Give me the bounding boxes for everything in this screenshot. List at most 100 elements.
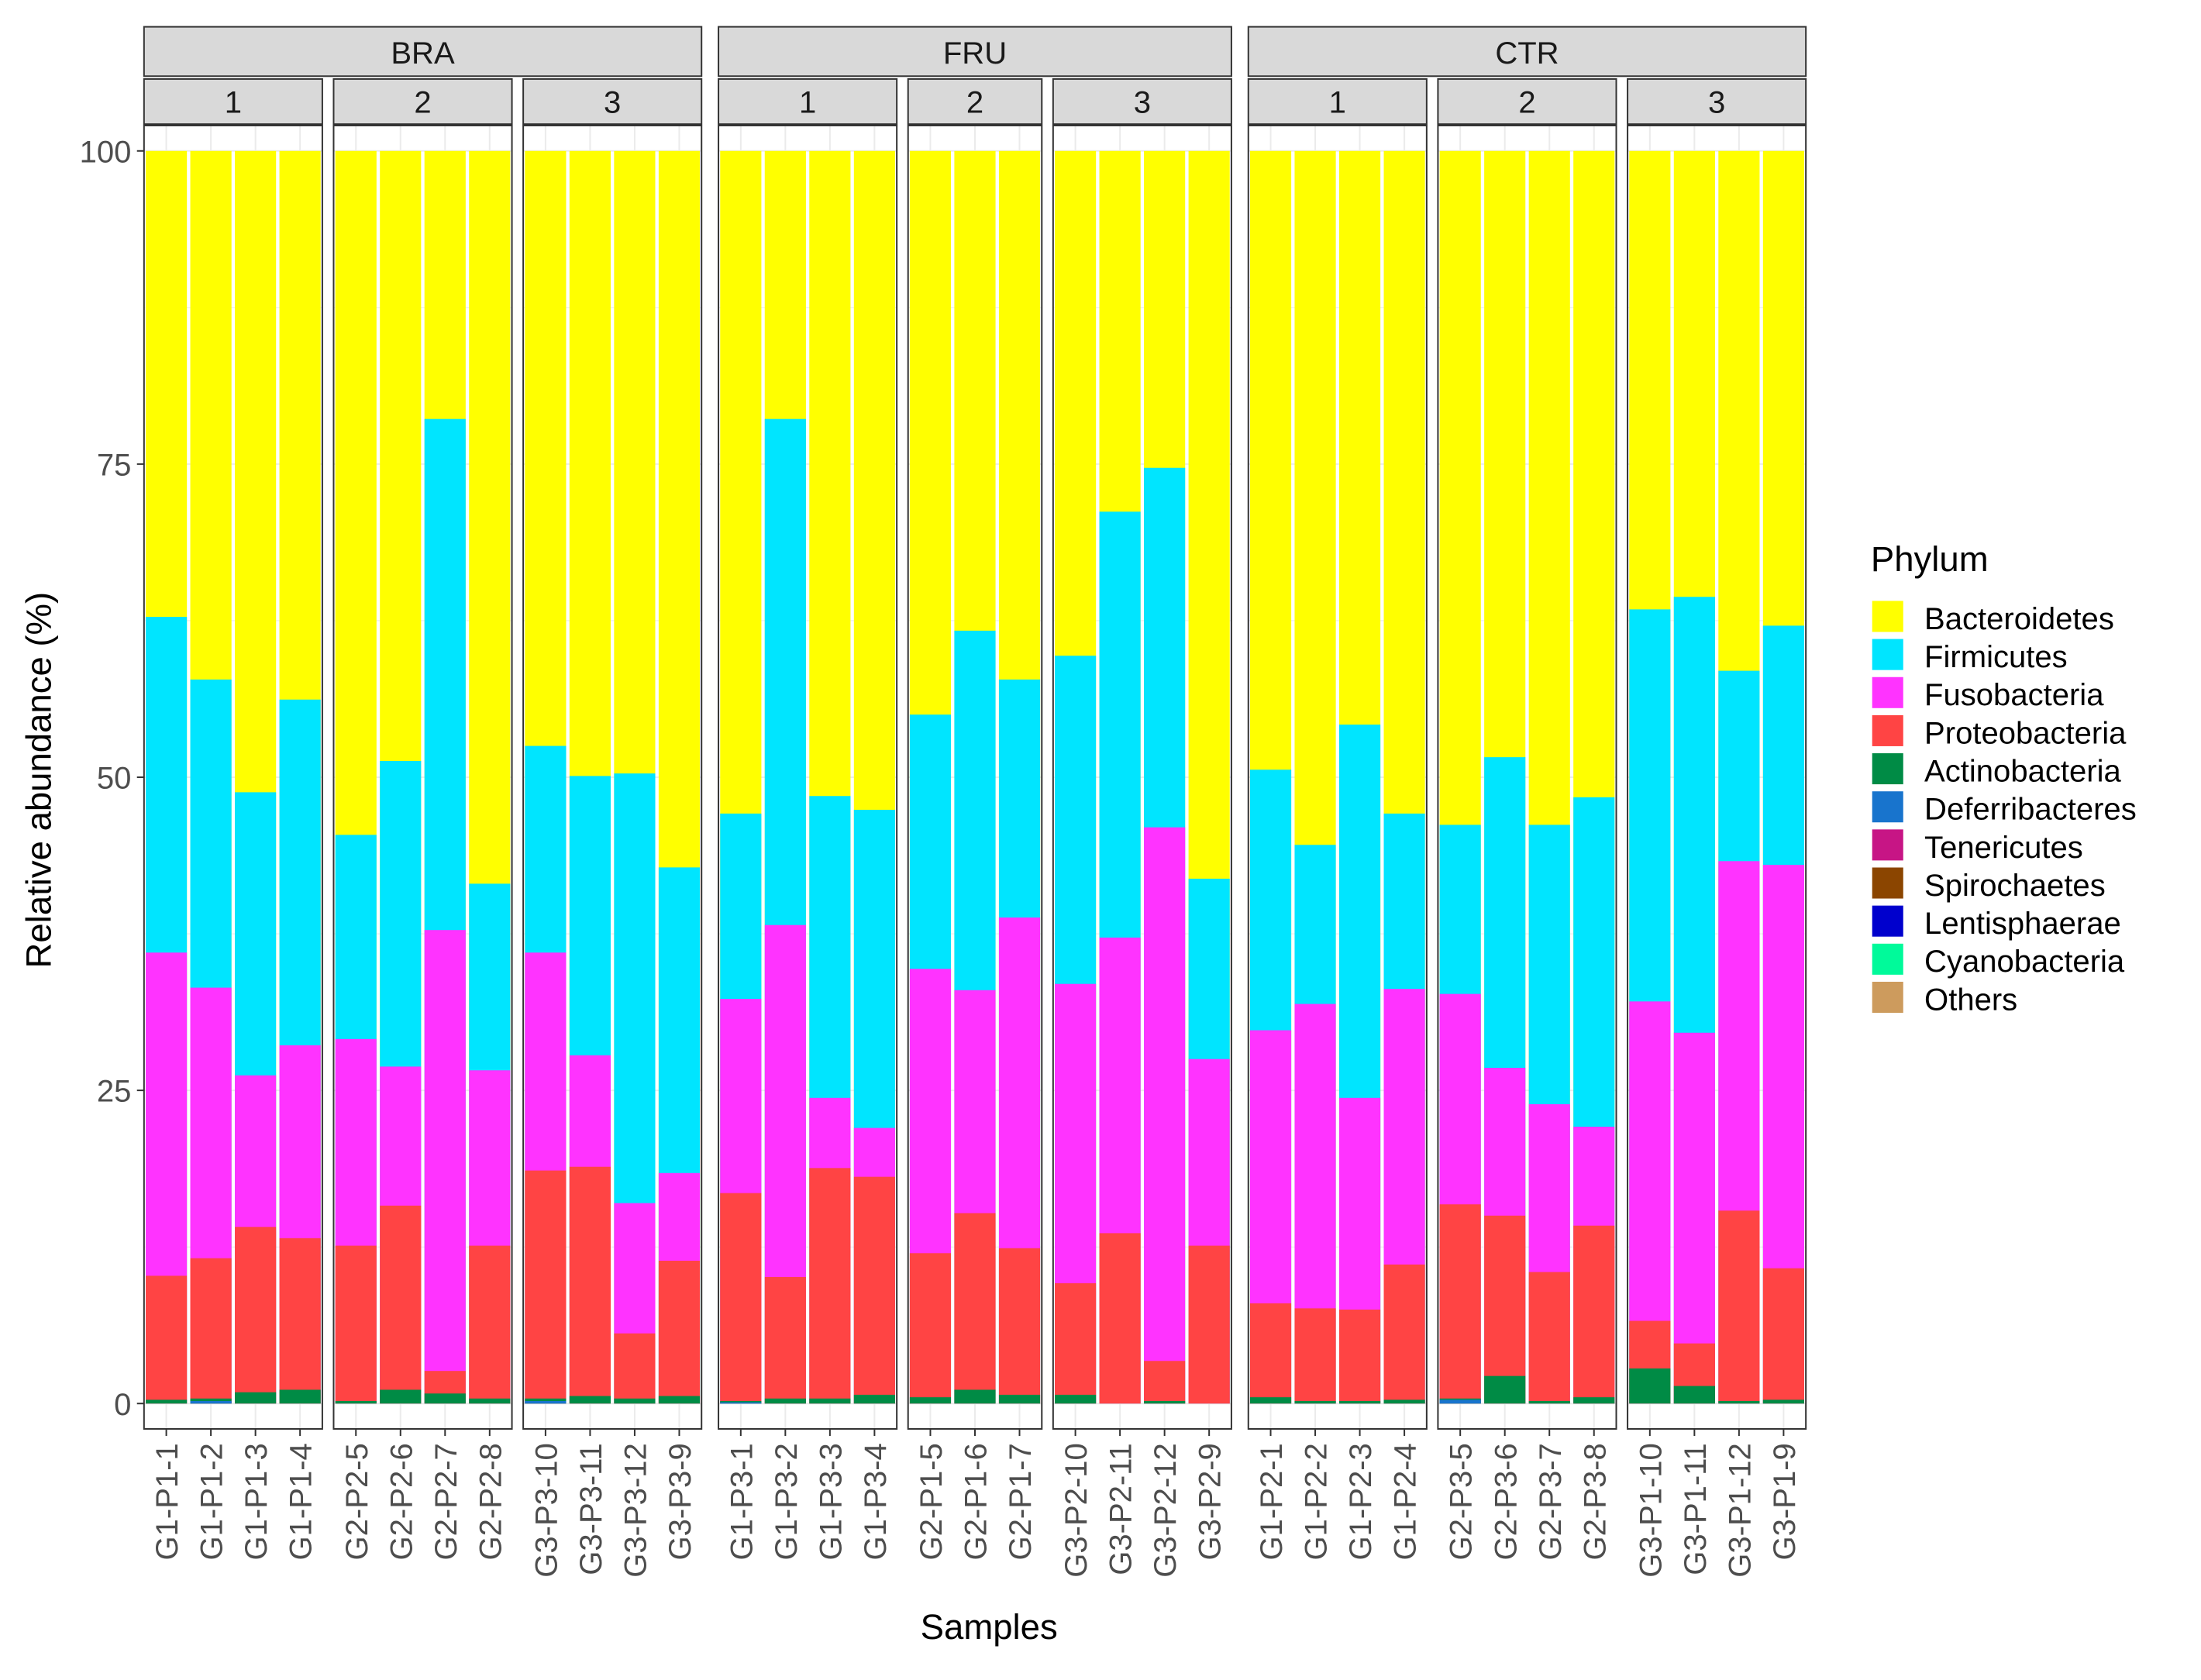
- legend-swatch: [1872, 676, 1903, 708]
- bar-segment-proteobacteria: [569, 1166, 611, 1404]
- panel-border: [143, 125, 323, 1430]
- x-tick-label: G1-P2-3: [1344, 1443, 1378, 1560]
- facet-strip-panel-label: 3: [604, 86, 621, 120]
- facet-strip-panel-label: 1: [225, 86, 242, 120]
- x-tick-label: G1-P1-3: [239, 1443, 274, 1560]
- legend-item: Others: [1872, 981, 2017, 1017]
- legend-item: Cyanobacteria: [1872, 943, 2125, 979]
- bar-segment-proteobacteria: [614, 1333, 656, 1404]
- facet-strip-panel: [1627, 77, 1807, 126]
- bar-segment-proteobacteria: [1484, 1215, 1526, 1404]
- bar-G1-P1-3: [235, 150, 277, 1404]
- x-tick-label: G3-P2-10: [1059, 1443, 1094, 1578]
- facet-panel: [1052, 125, 1232, 1430]
- legend-swatch: [1872, 943, 1903, 975]
- bar-segment-proteobacteria: [1718, 1210, 1760, 1404]
- x-tick-label: G3-P3-9: [663, 1443, 698, 1560]
- bar-G3-P1-10: [1629, 150, 1671, 1404]
- legend-item: Fusobacteria: [1872, 676, 2104, 712]
- x-tick-label: G3-P3-11: [574, 1443, 608, 1575]
- x-tick-label: G1-P3-1: [725, 1443, 759, 1560]
- y-tick-label: 0: [114, 1388, 131, 1422]
- bar-segment-fusobacteria: [1673, 1032, 1715, 1404]
- bar-segment-actinobacteria: [1294, 1400, 1336, 1404]
- bar-segment-proteobacteria: [909, 1253, 952, 1404]
- x-tick-label: G3-P3-12: [618, 1443, 653, 1578]
- bar-G2-P2-5: [335, 150, 377, 1404]
- facet-strip-group-label: BRA: [391, 36, 455, 71]
- bar-G1-P3-3: [809, 150, 851, 1404]
- y-tick-label: 25: [97, 1075, 132, 1109]
- legend-swatch: [1872, 981, 1903, 1013]
- bar-segment-deferribacteres: [720, 1402, 762, 1404]
- bar-segment-proteobacteria: [954, 1213, 996, 1404]
- bar-G2-P3-6: [1484, 150, 1526, 1404]
- legend-label: Fusobacteria: [1924, 678, 2104, 712]
- legend-label: Proteobacteria: [1924, 716, 2127, 750]
- bar-segment-actinobacteria: [954, 1389, 996, 1404]
- bar-segment-actinobacteria: [146, 1399, 188, 1404]
- x-tick-label: G3-P2-11: [1104, 1443, 1138, 1575]
- facet-panels: [143, 125, 1807, 1430]
- facet-panel: [1437, 125, 1617, 1430]
- bar-segment-proteobacteria: [335, 1245, 377, 1404]
- legend-title: Phylum: [1871, 539, 1989, 579]
- facet-strip-group-label: CTR: [1495, 36, 1559, 71]
- facet-strip-panel: [143, 77, 323, 126]
- bar-G2-P3-7: [1528, 150, 1570, 1404]
- bar-segment-actinobacteria: [998, 1394, 1041, 1404]
- bar-G2-P1-7: [998, 150, 1041, 1404]
- facet-strip-panel: [332, 77, 513, 126]
- facet-strip-panel-label: 3: [1134, 86, 1151, 120]
- facet-strip-group-label: FRU: [943, 36, 1007, 71]
- legend-item: Tenericutes: [1872, 829, 2083, 865]
- facet-panel: [907, 125, 1043, 1430]
- bar-segment-actinobacteria: [335, 1400, 377, 1404]
- bar-segment-proteobacteria: [380, 1205, 422, 1404]
- panel-border: [332, 125, 513, 1430]
- bar-segment-actinobacteria: [380, 1389, 422, 1404]
- bar-G2-P2-8: [469, 150, 511, 1404]
- legend: Phylum Bacteroidetes Firmicutes Fusobacter…: [1871, 539, 2137, 1017]
- legend-swatch: [1872, 639, 1903, 670]
- x-tick-label: G3-P1-9: [1768, 1443, 1802, 1560]
- bar-segment-deferribacteres: [1439, 1399, 1481, 1404]
- x-tick-label: G1-P3-2: [770, 1443, 804, 1560]
- legend-swatch: [1872, 867, 1903, 899]
- facet-panel: [522, 125, 703, 1430]
- bar-G2-P2-6: [380, 150, 422, 1404]
- legend-swatch: [1872, 905, 1903, 937]
- legend-swatch: [1872, 829, 1903, 861]
- bar-segment-proteobacteria: [279, 1238, 321, 1404]
- x-tick-label: G1-P3-4: [859, 1443, 893, 1560]
- legend-item: Bacteroidetes: [1872, 601, 2114, 636]
- facet-strip-panel-label: 1: [1329, 86, 1346, 120]
- bar-segment-proteobacteria: [720, 1193, 762, 1404]
- bar-G3-P2-10: [1055, 150, 1097, 1404]
- facet-strip-panel: [522, 77, 703, 126]
- bar-segment-actinobacteria: [1144, 1400, 1186, 1404]
- x-tick-label: G2-P1-7: [1004, 1443, 1038, 1560]
- bar-segment-actinobacteria: [469, 1398, 511, 1404]
- bar-segment-actinobacteria: [764, 1398, 806, 1404]
- x-tick-label: G1-P3-3: [814, 1443, 848, 1560]
- legend-swatch: [1872, 753, 1903, 785]
- legend-items: Bacteroidetes Firmicutes Fusobacteria Prote…: [1872, 601, 2137, 1017]
- facet-strip-panel-label: 3: [1708, 86, 1725, 120]
- legend-label: Bacteroidetes: [1924, 602, 2114, 636]
- facet-strip-panel-label: 2: [1518, 86, 1535, 120]
- x-tick-label: G1-P1-2: [195, 1443, 229, 1560]
- x-tick-label: G2-P3-6: [1489, 1443, 1523, 1560]
- bar-G1-P2-3: [1338, 150, 1381, 1404]
- legend-swatch: [1872, 791, 1903, 823]
- bar-segment-proteobacteria: [1188, 1245, 1230, 1404]
- bar-G3-P3-11: [569, 150, 611, 1404]
- bar-segment-actinobacteria: [569, 1396, 611, 1404]
- bar-G2-P1-6: [954, 150, 996, 1404]
- y-axis-title: Relative abundance (%): [19, 592, 59, 969]
- y-tick-label: 100: [80, 135, 132, 169]
- legend-swatch: [1872, 714, 1903, 746]
- x-axis-title: Samples: [921, 1607, 1058, 1647]
- legend-label: Deferribacteres: [1924, 793, 2137, 827]
- bar-segment-actinobacteria: [1528, 1400, 1570, 1404]
